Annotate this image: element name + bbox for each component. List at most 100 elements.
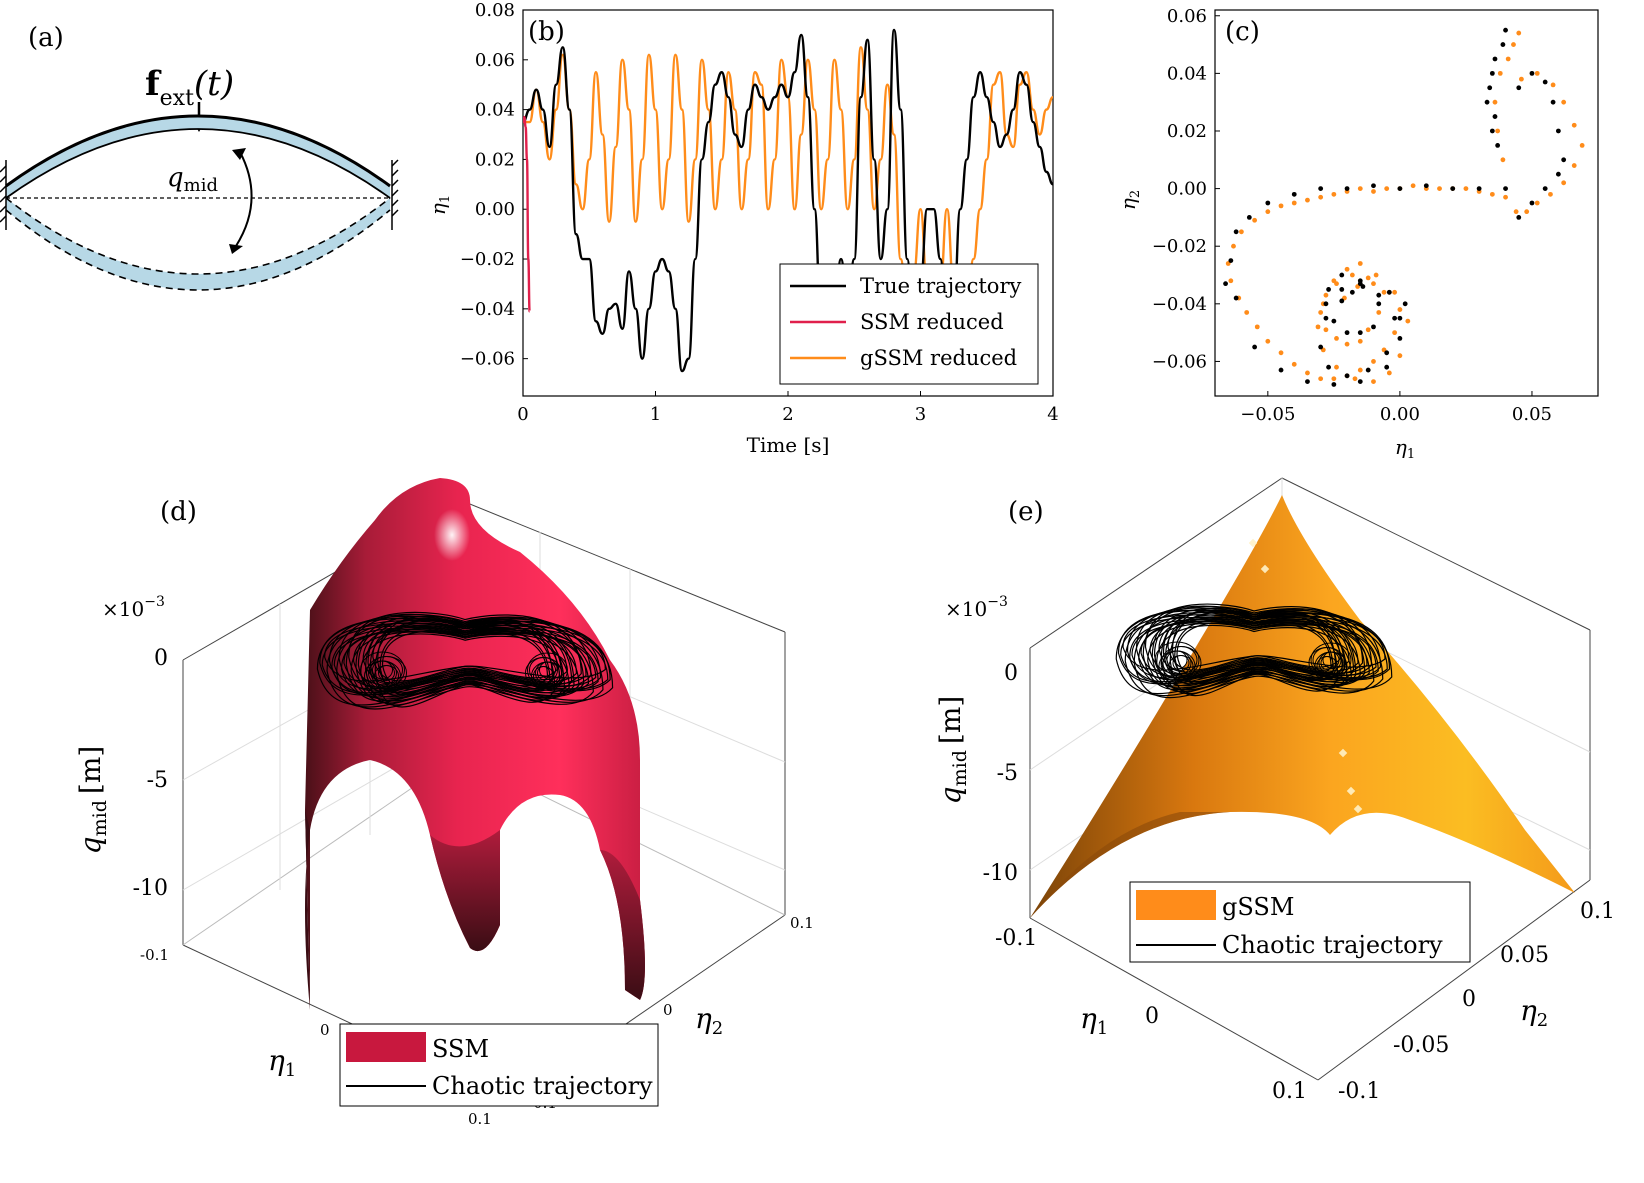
- panel-e-trajectory: [1115, 603, 1393, 699]
- beam-lower-bottom: [5, 209, 391, 291]
- c-point-1: [1344, 266, 1350, 272]
- c-point-0: [1487, 85, 1493, 91]
- c-point-0: [1386, 289, 1392, 295]
- c-point-0: [1492, 114, 1498, 119]
- c-ytick-label: −0.04: [1152, 294, 1207, 315]
- legend-ssm-surface-swatch: [346, 1032, 426, 1062]
- c-point-1: [1331, 191, 1337, 197]
- panel-e-ztick-0: 0: [1004, 661, 1018, 686]
- panel-d-ztick-1: -5: [147, 768, 168, 793]
- c-point-0: [1529, 200, 1535, 206]
- panel-b-x-ticks: 0 1 2 3 4: [517, 391, 1059, 425]
- c-point-1: [1254, 324, 1260, 330]
- c-point-0: [1339, 272, 1345, 278]
- c-point-1: [1503, 194, 1508, 200]
- c-point-0: [1489, 70, 1495, 76]
- c-point-1: [1386, 370, 1392, 376]
- c-point-1: [1239, 229, 1244, 235]
- c-point-0: [1384, 350, 1390, 356]
- c-point-1: [1516, 30, 1522, 36]
- c-point-0: [1397, 335, 1403, 341]
- legend-ssm-label: SSM reduced: [860, 310, 1004, 334]
- trajectory-loop: [324, 622, 606, 682]
- c-point-1: [1265, 209, 1271, 215]
- trajectory-loop: [1140, 620, 1368, 677]
- c-point-0: [1397, 186, 1403, 191]
- c-ytick-label: 0.04: [1167, 63, 1207, 84]
- trajectory-loop: [1165, 616, 1343, 683]
- c-point-0: [1326, 287, 1331, 292]
- c-point-1: [1524, 209, 1530, 215]
- c-point-1: [1534, 70, 1540, 76]
- c-point-0: [1360, 284, 1366, 289]
- b-xtick-label: 3: [915, 404, 926, 425]
- c-point-0: [1365, 367, 1371, 373]
- c-point-0: [1542, 79, 1548, 85]
- q-mid-arrow-down: [229, 244, 243, 254]
- c-point-1: [1278, 203, 1284, 209]
- panel-b-xlabel: Time [s]: [747, 433, 830, 457]
- c-point-0: [1503, 186, 1508, 191]
- panel-c-ylabel: η2: [1116, 190, 1143, 210]
- c-point-1: [1305, 197, 1310, 203]
- trajectory-spiral: [1310, 642, 1352, 678]
- c-point-1: [1371, 281, 1376, 287]
- c-point-1: [1410, 183, 1416, 189]
- trajectory-spiral: [360, 651, 405, 689]
- c-point-1: [1561, 180, 1567, 186]
- c-point-0: [1516, 85, 1522, 91]
- b-ytick-label: −0.02: [460, 249, 515, 270]
- panel-e-scale: ×10−3: [945, 594, 1008, 621]
- c-point-1: [1305, 370, 1310, 376]
- right-support: [391, 159, 399, 230]
- c-point-1: [1334, 364, 1339, 370]
- c-point-1: [1244, 310, 1250, 315]
- c-point-1: [1495, 128, 1501, 134]
- trajectory-loop: [1115, 610, 1393, 695]
- c-point-0: [1516, 215, 1522, 220]
- c-point-1: [1571, 163, 1577, 168]
- c-point-0: [1371, 324, 1376, 330]
- trajectory-spiral: [1172, 655, 1190, 671]
- c-point-0: [1339, 298, 1345, 304]
- trajectory-loop: [1117, 609, 1391, 685]
- c-point-1: [1352, 376, 1358, 382]
- c-point-0: [1246, 215, 1252, 220]
- c-point-0: [1450, 186, 1456, 191]
- c-point-0: [1492, 56, 1498, 62]
- c-point-1: [1371, 189, 1376, 194]
- c-point-0: [1397, 315, 1403, 321]
- gssm-surface: [1030, 495, 1575, 918]
- trajectory-loop: [1167, 614, 1341, 671]
- panel-b: −0.06 −0.04 −0.02 0.00 0.02 0.04 0.06 0.08 0 1 2 3…: [426, 0, 1059, 457]
- c-point-1: [1513, 209, 1519, 215]
- c-point-1: [1497, 70, 1503, 76]
- legend-gssm-surface-swatch: [1136, 890, 1216, 920]
- trajectory-loop: [1120, 616, 1388, 683]
- panel-d-legend: SSM Chaotic trajectory: [339, 1023, 659, 1107]
- c-point-0: [1344, 373, 1350, 379]
- panel-d-label: (d): [160, 497, 197, 527]
- b-ytick-label: 0.04: [475, 100, 515, 121]
- c-point-1: [1505, 56, 1511, 62]
- c-point-0: [1550, 99, 1556, 105]
- c-point-1: [1405, 318, 1411, 324]
- panel-e-eta1-tick-2: 0.1: [1272, 1079, 1307, 1104]
- panel-e-eta1-label: η1: [1080, 1002, 1108, 1039]
- c-point-0: [1228, 258, 1234, 264]
- c-point-1: [1492, 99, 1498, 105]
- c-ytick-label: −0.06: [1152, 351, 1207, 372]
- c-point-1: [1550, 82, 1556, 88]
- panel-e-ztick-1: -5: [997, 761, 1018, 786]
- c-point-1: [1331, 376, 1337, 382]
- c-point-0: [1323, 315, 1329, 321]
- c-point-0: [1223, 281, 1228, 287]
- panel-a: (a) fext(t) qmid: [0, 23, 399, 291]
- trajectory-spiral: [527, 652, 568, 688]
- c-point-1: [1437, 186, 1442, 191]
- panel-e-eta1-tick-0: -0.1: [995, 926, 1037, 951]
- panel-d-eta2-tick-1: 0: [663, 1001, 673, 1019]
- c-point-0: [1349, 289, 1355, 295]
- c-point-1: [1291, 361, 1297, 367]
- c-point-0: [1495, 142, 1501, 148]
